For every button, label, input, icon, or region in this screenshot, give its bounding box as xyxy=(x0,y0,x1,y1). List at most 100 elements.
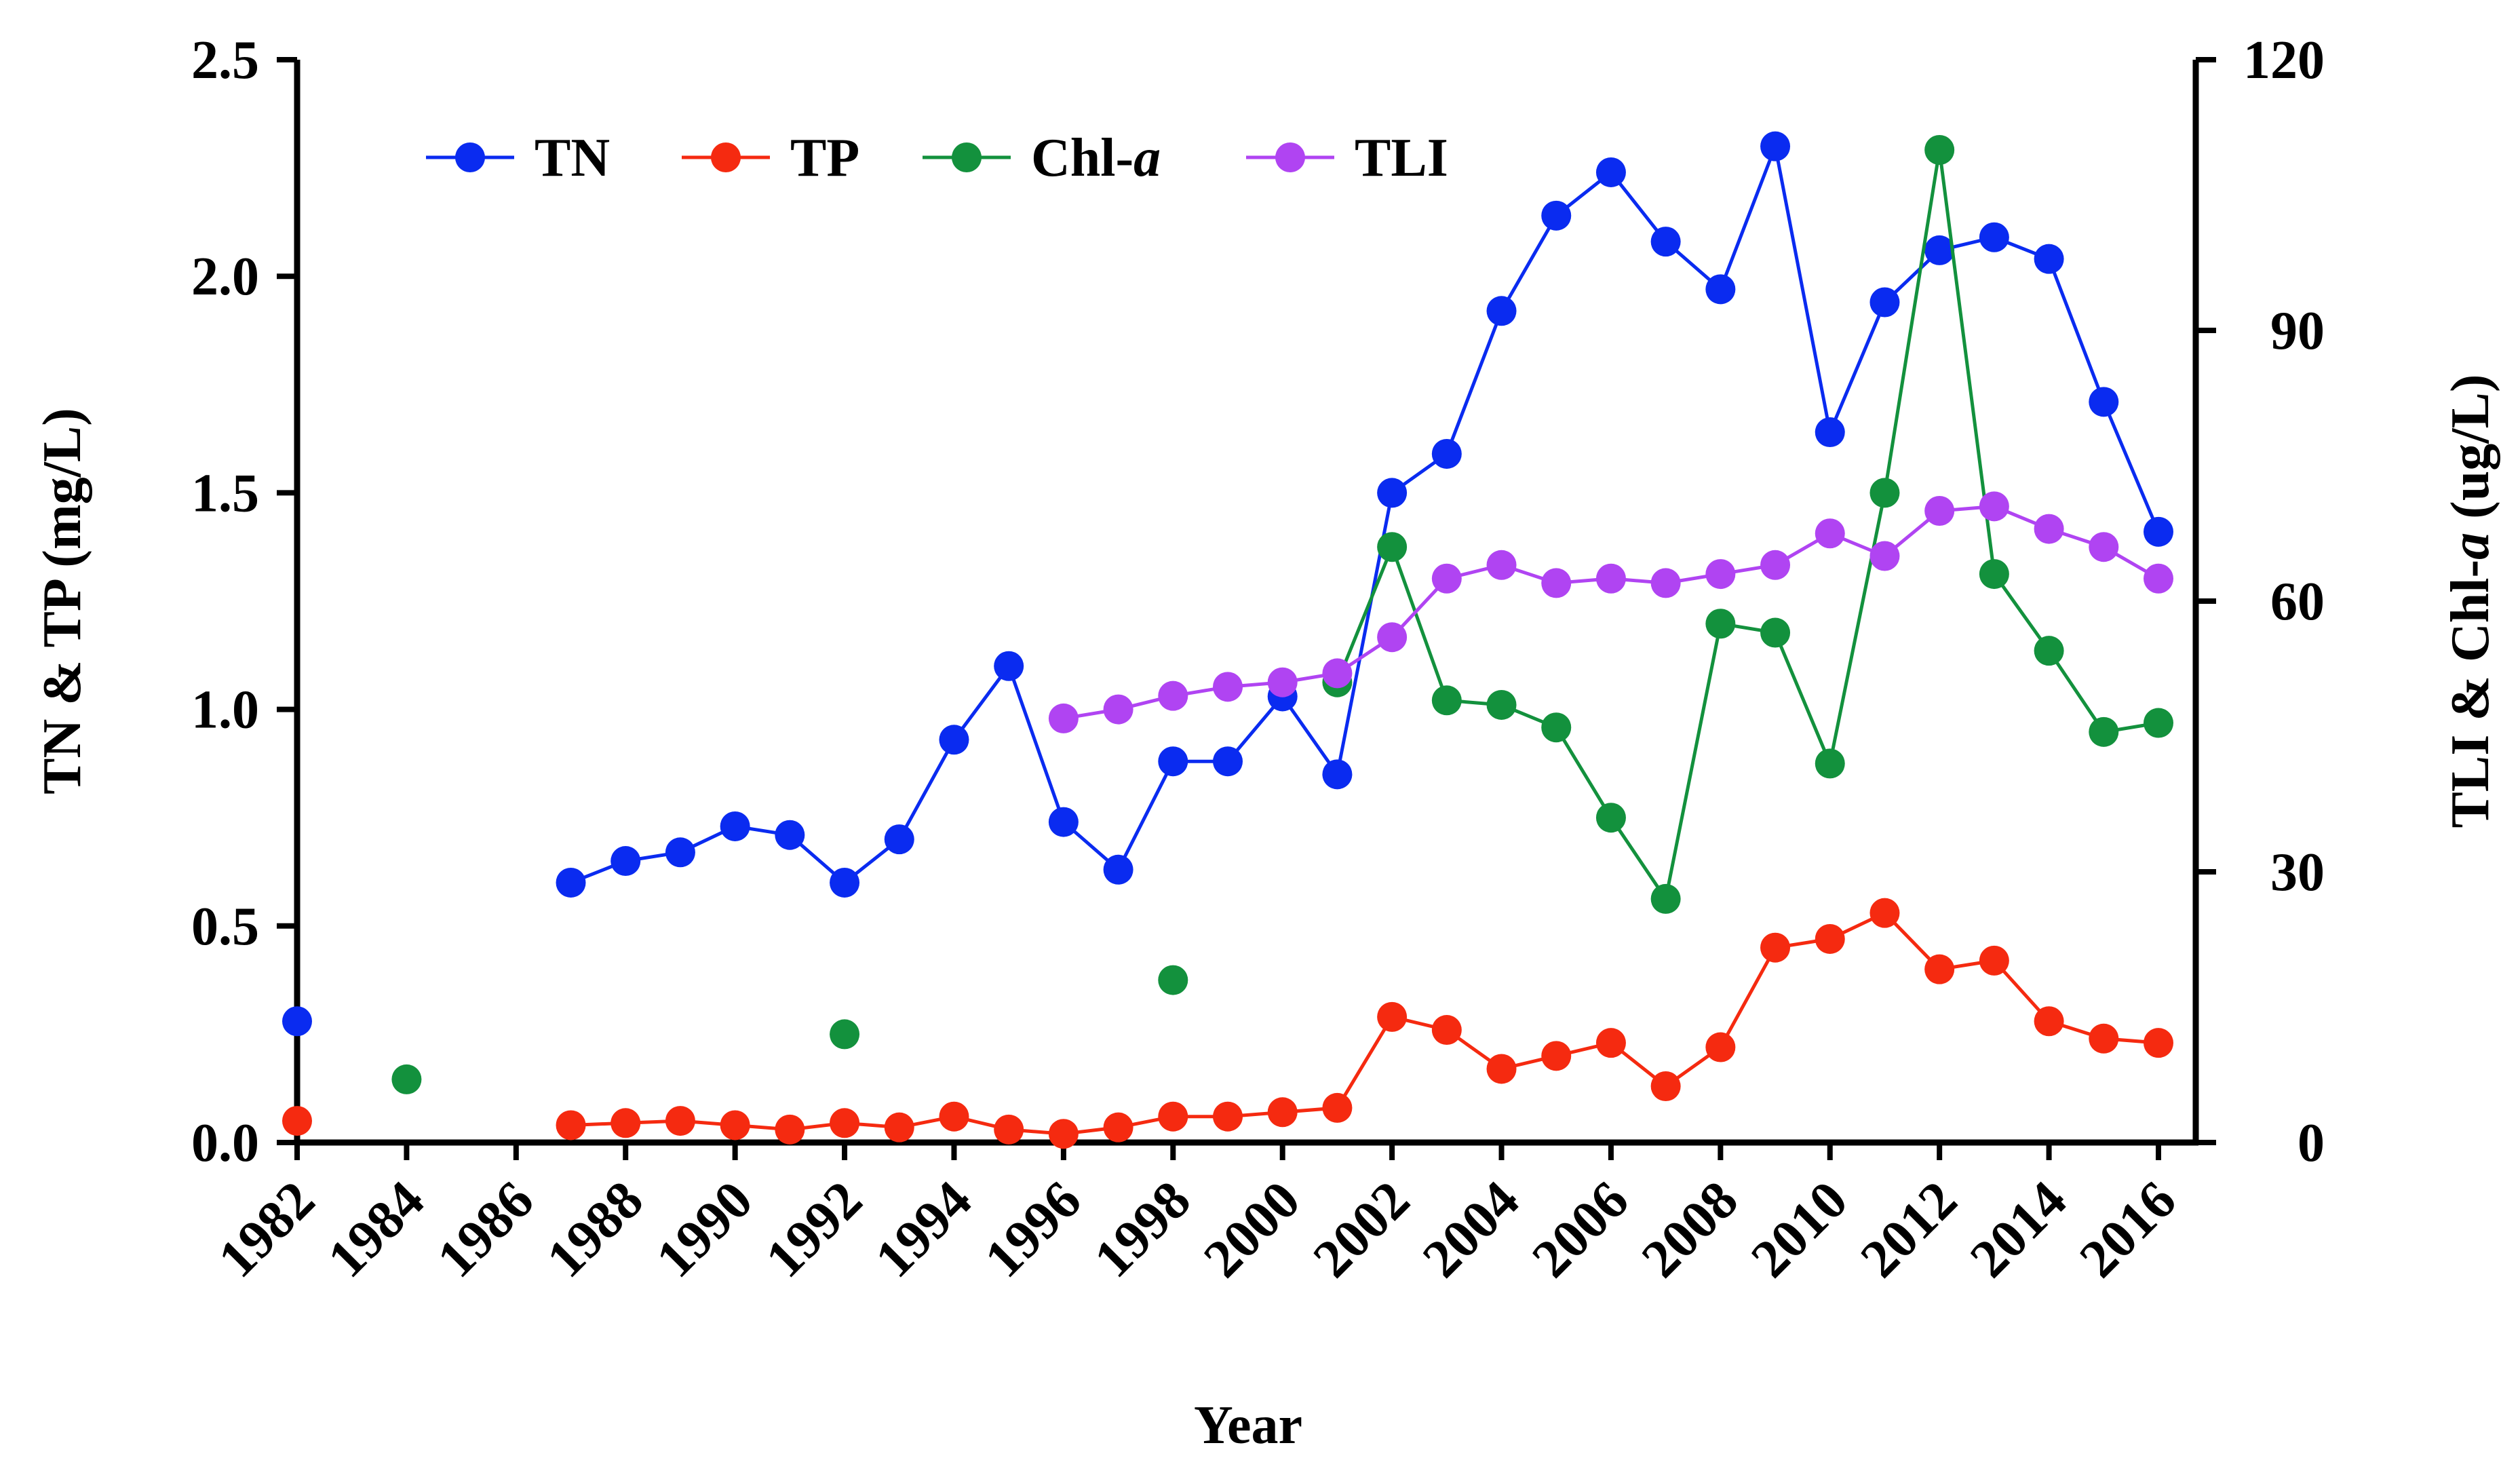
data-point xyxy=(1213,1101,1243,1132)
data-point xyxy=(1486,550,1517,580)
x-tick-label: 2010 xyxy=(1740,1170,1859,1289)
data-point xyxy=(1595,1028,1626,1058)
data-point xyxy=(1158,746,1188,777)
data-point xyxy=(1815,518,1845,549)
legend-item: TLI xyxy=(1246,128,1448,188)
data-point xyxy=(1103,854,1133,885)
data-point xyxy=(2034,514,2064,544)
left-y-axis-title: TN & TP (mg/L) xyxy=(33,408,92,794)
data-point xyxy=(2089,1023,2119,1054)
data-point xyxy=(391,1064,422,1094)
data-point xyxy=(1705,609,1736,639)
data-point xyxy=(1869,478,1900,508)
data-point xyxy=(1650,227,1681,257)
data-point xyxy=(1924,235,1955,265)
right-y-axis-title-italic: a xyxy=(2441,533,2500,560)
data-point xyxy=(1486,1054,1517,1084)
series-tp xyxy=(282,898,2173,1149)
data-point xyxy=(2034,244,2064,274)
series-tli xyxy=(1048,491,2173,733)
data-point xyxy=(1595,157,1626,187)
data-point xyxy=(1760,131,1791,161)
data-point xyxy=(994,1114,1024,1145)
data-point xyxy=(994,651,1024,681)
right-y-tick-label: 90 xyxy=(2270,301,2325,361)
data-point xyxy=(1158,1101,1188,1132)
data-point xyxy=(1760,932,1791,963)
x-tick-label: 2016 xyxy=(2068,1170,2187,1289)
data-point xyxy=(720,1110,750,1140)
series-line xyxy=(570,140,2160,885)
data-point xyxy=(1869,898,1900,928)
data-point xyxy=(2034,1006,2064,1037)
left-y-tick-label: 2.0 xyxy=(191,247,259,307)
legend: TN TP Chl-a TLI xyxy=(426,128,1448,188)
data-point xyxy=(1377,1001,1408,1032)
data-point xyxy=(1158,680,1188,711)
data-point xyxy=(1213,672,1243,702)
data-point xyxy=(1377,478,1408,508)
legend-label: TN xyxy=(535,128,610,188)
left-y-tick-label: 2.5 xyxy=(191,31,259,90)
right-y-axis-title: TLI & Chl-a (ug/L) xyxy=(2441,375,2500,828)
data-point xyxy=(665,1106,695,1136)
data-point xyxy=(830,1108,860,1138)
data-point xyxy=(939,1101,969,1132)
right-y-axis-ticks: 0 30 60 90 120 xyxy=(2196,31,2325,1173)
data-point xyxy=(1650,568,1681,598)
data-point xyxy=(775,820,805,850)
data-point xyxy=(1541,712,1572,743)
data-point xyxy=(556,867,586,898)
data-point xyxy=(1541,568,1572,598)
data-point xyxy=(1979,559,2009,590)
data-point xyxy=(1705,274,1736,305)
legend-label: TLI xyxy=(1355,128,1448,188)
data-point xyxy=(282,1006,312,1037)
data-point xyxy=(1924,954,1955,984)
legend-label: Chl-a xyxy=(1031,128,1161,188)
data-point xyxy=(1048,703,1079,733)
data-point xyxy=(1815,923,1845,954)
data-point xyxy=(939,725,969,755)
x-tick-label: 2012 xyxy=(1850,1170,1969,1289)
data-point xyxy=(1541,200,1572,231)
x-tick-label: 1984 xyxy=(317,1170,435,1289)
right-y-tick-label: 60 xyxy=(2270,572,2325,632)
data-point xyxy=(1705,1032,1736,1062)
series-line xyxy=(570,910,2159,1136)
data-point xyxy=(1377,532,1408,562)
data-point xyxy=(1705,559,1736,590)
legend-item: TN xyxy=(426,128,610,188)
data-point xyxy=(1267,1097,1298,1128)
data-point xyxy=(1924,496,1955,526)
legend-marker xyxy=(455,142,485,172)
legend-marker xyxy=(1275,142,1305,172)
series-chl-a xyxy=(391,135,2173,1094)
data-point xyxy=(2144,708,2173,738)
data-point xyxy=(1377,622,1408,653)
data-point xyxy=(775,1114,805,1145)
x-tick-label: 1982 xyxy=(207,1170,326,1289)
left-y-tick-label: 0.0 xyxy=(191,1113,259,1173)
data-point xyxy=(1322,658,1353,689)
x-tick-label: 2014 xyxy=(1959,1170,2078,1289)
left-y-tick-label: 1.0 xyxy=(191,680,259,740)
x-tick-label: 1994 xyxy=(864,1170,983,1289)
legend-label-italic: a xyxy=(1133,128,1161,188)
data-point xyxy=(1158,965,1188,995)
data-point xyxy=(1760,617,1791,648)
data-point xyxy=(2144,516,2173,547)
right-y-axis-title-part: (ug/L) xyxy=(2441,375,2500,533)
x-tick-label: 2004 xyxy=(1412,1170,1530,1289)
data-point xyxy=(1541,1041,1572,1071)
legend-item: Chl-a xyxy=(923,128,1161,188)
data-point xyxy=(830,1019,860,1050)
data-point xyxy=(2089,387,2119,417)
series-layer xyxy=(282,131,2173,1149)
data-point xyxy=(1595,803,1626,833)
x-tick-label: 1990 xyxy=(645,1170,764,1289)
right-y-tick-label: 120 xyxy=(2243,31,2325,90)
data-point xyxy=(1431,1015,1462,1046)
left-y-axis-ticks: 0.0 0.5 1.0 1.5 2.0 2.5 xyxy=(191,31,297,1173)
data-point xyxy=(1048,807,1079,837)
